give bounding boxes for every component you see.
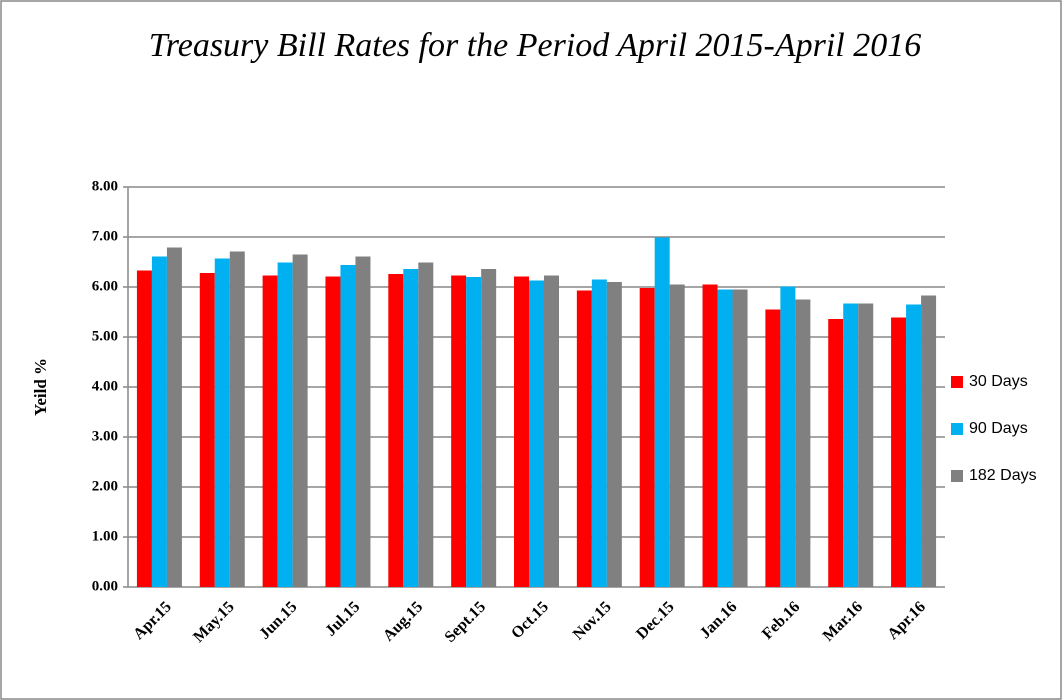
bar	[292, 254, 308, 587]
bar	[639, 288, 655, 587]
y-tick-label: 0.00	[92, 578, 118, 594]
bar	[481, 269, 497, 587]
bar	[843, 303, 859, 587]
bar	[606, 282, 622, 587]
bar	[591, 279, 607, 587]
bar	[576, 290, 592, 587]
bar	[388, 274, 404, 587]
bar	[906, 304, 922, 587]
y-tick-label: 6.00	[92, 278, 118, 294]
bar	[795, 299, 811, 587]
y-axis-label: Yeild %	[31, 358, 50, 416]
bar	[732, 289, 748, 587]
bar	[544, 275, 559, 587]
bar	[780, 286, 796, 587]
bar	[355, 256, 371, 587]
bar	[229, 251, 245, 587]
legend-label: 30 Days	[969, 373, 1028, 390]
y-tick-label: 2.00	[92, 478, 118, 494]
bar	[921, 295, 937, 587]
bar	[529, 280, 544, 587]
bar	[858, 303, 874, 587]
bar	[418, 262, 434, 587]
y-tick-label: 1.00	[92, 528, 118, 544]
bar	[717, 289, 733, 587]
bar	[262, 275, 278, 587]
bar	[403, 269, 419, 587]
y-tick-label: 8.00	[92, 178, 118, 194]
bar	[340, 265, 356, 587]
bar	[514, 276, 529, 587]
bar	[166, 247, 182, 587]
bar	[669, 284, 685, 587]
bar	[199, 273, 215, 587]
bar	[702, 284, 718, 587]
bar	[277, 262, 293, 587]
bar	[765, 309, 781, 587]
bar	[151, 256, 167, 587]
legend-swatch	[951, 376, 963, 388]
y-tick-label: 4.00	[92, 378, 118, 394]
y-tick-label: 3.00	[92, 428, 118, 444]
legend-swatch	[951, 470, 963, 482]
bar	[451, 275, 467, 587]
bar	[891, 317, 907, 587]
legend-label: 90 Days	[969, 420, 1028, 437]
legend-label: 182 Days	[969, 467, 1037, 484]
bar	[466, 277, 482, 587]
bar	[136, 270, 152, 587]
y-tick-label: 5.00	[92, 328, 118, 344]
legend-swatch	[951, 423, 963, 435]
bar	[654, 237, 670, 587]
y-tick-label: 7.00	[92, 228, 118, 244]
bar	[214, 258, 230, 587]
bar	[828, 319, 844, 587]
chart-title: Treasury Bill Rates for the Period April…	[149, 27, 922, 64]
bar	[325, 276, 341, 587]
